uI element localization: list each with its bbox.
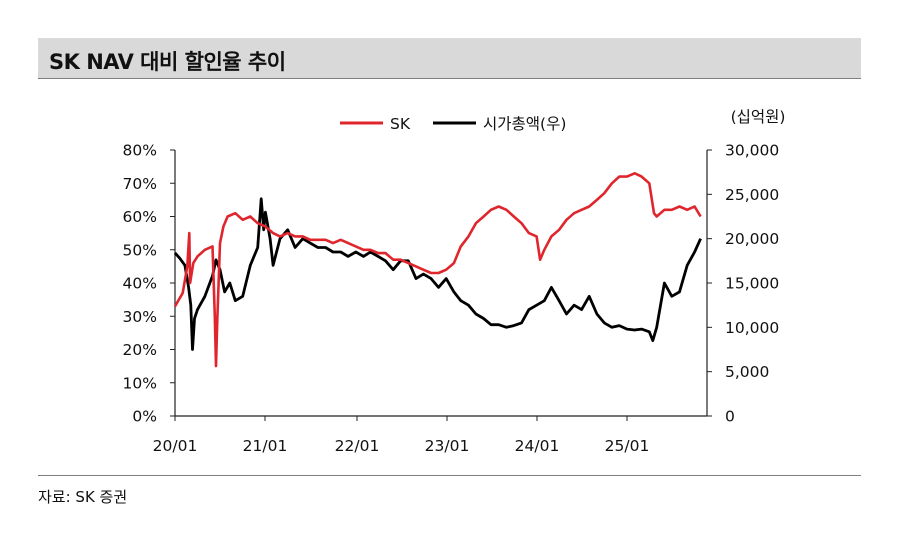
right-tick-label: 5,000: [725, 363, 769, 381]
right-tick-label: 20,000: [725, 230, 779, 248]
x-tick-label: 25/01: [605, 437, 650, 455]
series-layer: [173, 172, 702, 368]
x-tick-label: 21/01: [243, 437, 288, 455]
left-tick-label: 40%: [123, 275, 157, 293]
left-tick-label: 60%: [123, 208, 157, 226]
axes: 0% 10% 20% 30% 40% 50% 60% 70% 80% 0 5,000 10,000 15…: [123, 108, 786, 455]
x-tick-label: 22/01: [335, 437, 380, 455]
right-axis-unit: (십억원): [731, 108, 786, 126]
series-line-sk: [173, 172, 702, 368]
left-tick-label: 70%: [123, 175, 157, 193]
right-tick-label: 0: [725, 408, 735, 426]
left-tick-label: 20%: [123, 341, 157, 359]
left-tick-label: 10%: [123, 374, 157, 392]
legend: SK 시가총액(우): [340, 115, 566, 133]
x-tick-label: 23/01: [425, 437, 470, 455]
right-tick-label: 15,000: [725, 275, 779, 293]
x-tick-label: 24/01: [515, 437, 560, 455]
series-line-market-cap: [173, 197, 702, 351]
source-note: 자료: SK 증권: [38, 488, 128, 506]
left-tick-label: 80%: [123, 142, 157, 160]
right-tick-label: 10,000: [725, 319, 779, 337]
right-tick-label: 25,000: [725, 186, 779, 204]
divider: [38, 475, 861, 476]
legend-label-sk: SK: [390, 115, 411, 133]
right-tick-label: 30,000: [725, 142, 779, 160]
left-tick-label: 0%: [132, 408, 157, 426]
left-tick-label: 30%: [123, 308, 157, 326]
left-tick-label: 50%: [123, 241, 157, 259]
legend-label-market-cap: 시가총액(우): [483, 115, 566, 133]
title-bar: SK NAV 대비 할인율 추이: [38, 38, 861, 79]
x-tick-label: 20/01: [153, 437, 198, 455]
chart-title: SK NAV 대비 할인율 추이: [49, 50, 286, 74]
